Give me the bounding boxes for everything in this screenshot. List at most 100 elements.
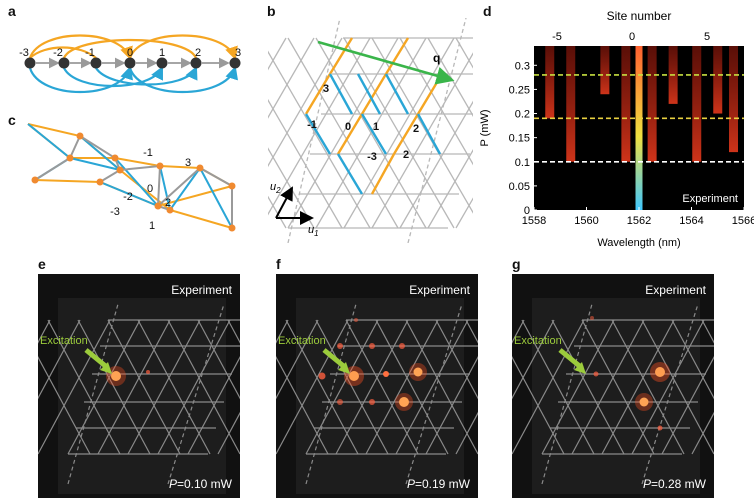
site-label: 2 [195,47,201,59]
top-tick-label: -5 [552,31,562,43]
site-label: 2 [165,197,171,209]
excitation-label: Excitation [278,335,326,347]
power-label: P=0.10 mW [169,477,233,491]
excitation-arrow [322,348,348,370]
top-axis-title: Site number [607,10,672,23]
x-tick-label: 1558 [522,215,546,227]
excitation-arrow-head [574,362,586,374]
excitation-label: Excitation [514,335,562,347]
x-axis-ticks: 1558 1560 1562 1564 1566 [522,207,754,227]
blue-coupling-arcs [28,65,238,93]
emission-spots [318,318,427,411]
triangular-lattice-grid [268,18,473,243]
panel-label-e: e [38,256,46,272]
site-label: -2 [123,191,133,203]
site-label: -1 [85,47,95,59]
panel-label-f: f [276,256,281,272]
site-label: -3 [367,151,377,163]
site-node [124,57,136,69]
experiment-tag: Experiment [409,283,470,297]
panel-b-lattice-diagram: q u1 u2 3 -1 0 1 2 -3 2 [268,18,473,243]
lattice-overlay [38,303,240,485]
excitation-arrow [558,348,584,370]
site-label: 0 [127,47,133,59]
emission-line [635,46,643,210]
emission-line [713,46,723,114]
y-axis-title: P (mW) [479,109,491,146]
blue-coupling-bonds [304,73,442,195]
y-tick-label: 0.05 [509,181,530,193]
site-label: -3 [19,47,29,59]
orange-coupling-arcs [28,34,238,61]
power-label: P=0.28 mW [643,477,707,491]
emission-line [545,46,555,119]
panel-e-camera-image: Excitation Experiment P=0.10 mW [38,274,240,498]
excitation-arrow-head [100,362,112,374]
vector-q-arrow [317,40,455,85]
site-node [190,57,202,69]
site-label: 1 [159,47,165,59]
panel-label-d: d [483,3,492,19]
orange-coupling-bonds [304,37,444,195]
u1-label: u1 [308,224,319,238]
excitation-arrow [84,348,110,370]
emission-line [729,46,738,153]
y-tick-label: 0.15 [509,133,530,145]
site-node [156,57,168,69]
vector-q-label: q [433,51,440,65]
site-label: -1 [143,147,153,159]
emission-line [621,46,631,162]
site-label: -1 [307,119,317,131]
x-tick-label: 1562 [627,215,651,227]
x-tick-label: 1564 [679,215,703,227]
site-label: 1 [149,220,155,232]
panel-label-c: c [8,112,16,128]
emission-line [692,46,702,162]
x-tick-label: 1560 [574,215,598,227]
site-label: 2 [413,123,419,135]
panel-label-b: b [267,3,276,19]
top-tick-label: 0 [629,31,635,43]
top-tick-label: 5 [704,31,710,43]
site-label: 3 [323,83,329,95]
site-node [58,57,70,69]
threshold-dashed-lines [534,74,744,163]
panel-d-heatmap: Site number -5 0 5 Experiment P (mW) 0 0.… [479,10,754,249]
excitation-label: Excitation [40,335,88,347]
chain-nodes [31,132,236,232]
power-label: P=0.19 mW [407,477,471,491]
panel-g-camera-image: Excitation Experiment P=0.28 mW [512,274,714,498]
site-label: 1 [373,121,379,133]
panel-label-g: g [512,256,521,272]
experiment-tag: Experiment [645,283,706,297]
site-label: 2 [403,149,409,161]
x-axis-title: Wavelength (nm) [597,237,680,249]
emission-spots [590,316,670,431]
experiment-tag: Experiment [171,283,232,297]
y-tick-label: 0.25 [509,84,530,96]
panel-label-a: a [8,3,16,19]
panel-a-chain-diagram: -3 -2 -1 0 1 2 3 [19,34,241,93]
panel-c-folded-chain-diagram: -1 3 -2 0 -3 2 1 [27,123,236,232]
heatmap-emission-lines [545,46,738,210]
emission-line [600,46,610,95]
x-tick-label: 1566 [732,215,754,227]
site-node [229,57,241,69]
site-label: 3 [185,157,191,169]
y-tick-label: 0.1 [515,157,530,169]
site-label: -3 [110,206,120,218]
blue-links [27,123,233,229]
y-tick-label: 0.2 [515,109,530,121]
site-label: -2 [53,47,63,59]
top-axis-ticks: -5 0 5 [552,31,710,43]
y-tick-label: 0 [524,205,530,217]
panel-f-camera-image: Excitation Experiment P=0.19 mW [276,274,478,498]
excitation-arrow-head [338,362,350,374]
heatmap-tag: Experiment [682,193,738,205]
u2-label: u2 [270,181,281,195]
site-node [24,57,36,69]
emission-line [566,46,576,162]
y-tick-label: 0.3 [515,60,530,72]
u2-arrow [275,186,293,219]
site-node [90,57,102,69]
